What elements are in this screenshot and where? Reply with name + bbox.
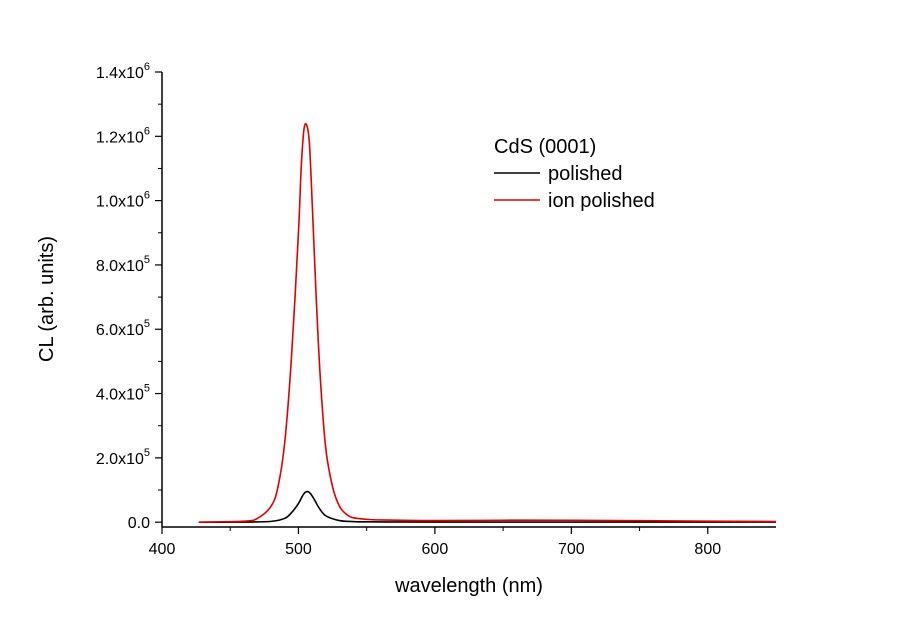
series-line-polished (198, 490, 777, 523)
x-tick-label: 800 (694, 541, 721, 558)
y-axis-title: CL (arb. units) (36, 236, 58, 362)
series-line-ion-polished (198, 122, 777, 523)
x-tick-label: 600 (422, 541, 449, 558)
series (198, 122, 777, 523)
y-tick-label: 1.2x106 (96, 125, 150, 146)
axes (161, 72, 776, 528)
legend-label-ion-polished: ion polished (548, 190, 655, 212)
y-tick-label: 8.0x105 (96, 254, 150, 275)
y-tick-label: 0.0 (128, 515, 150, 532)
x-axis-title: wavelength (nm) (394, 575, 543, 597)
x-tick-label: 700 (558, 541, 585, 558)
y-tick-label: 2.0x105 (96, 447, 150, 468)
legend-label-polished: polished (548, 163, 623, 185)
legend-title: CdS (0001) (494, 136, 596, 158)
legend: CdS (0001) polished ion polished (494, 136, 655, 212)
y-tick-label: 1.0x106 (96, 190, 150, 211)
ticks: 400 500 600 700 800 0.0 2.0x105 4.0x105 6.0x105 8… (96, 61, 721, 558)
y-tick-label: 4.0x105 (96, 383, 150, 404)
y-tick-label: 1.4x106 (96, 61, 150, 82)
y-tick-label: 6.0x105 (96, 318, 150, 339)
x-tick-label: 500 (285, 541, 312, 558)
x-tick-label: 400 (149, 541, 176, 558)
